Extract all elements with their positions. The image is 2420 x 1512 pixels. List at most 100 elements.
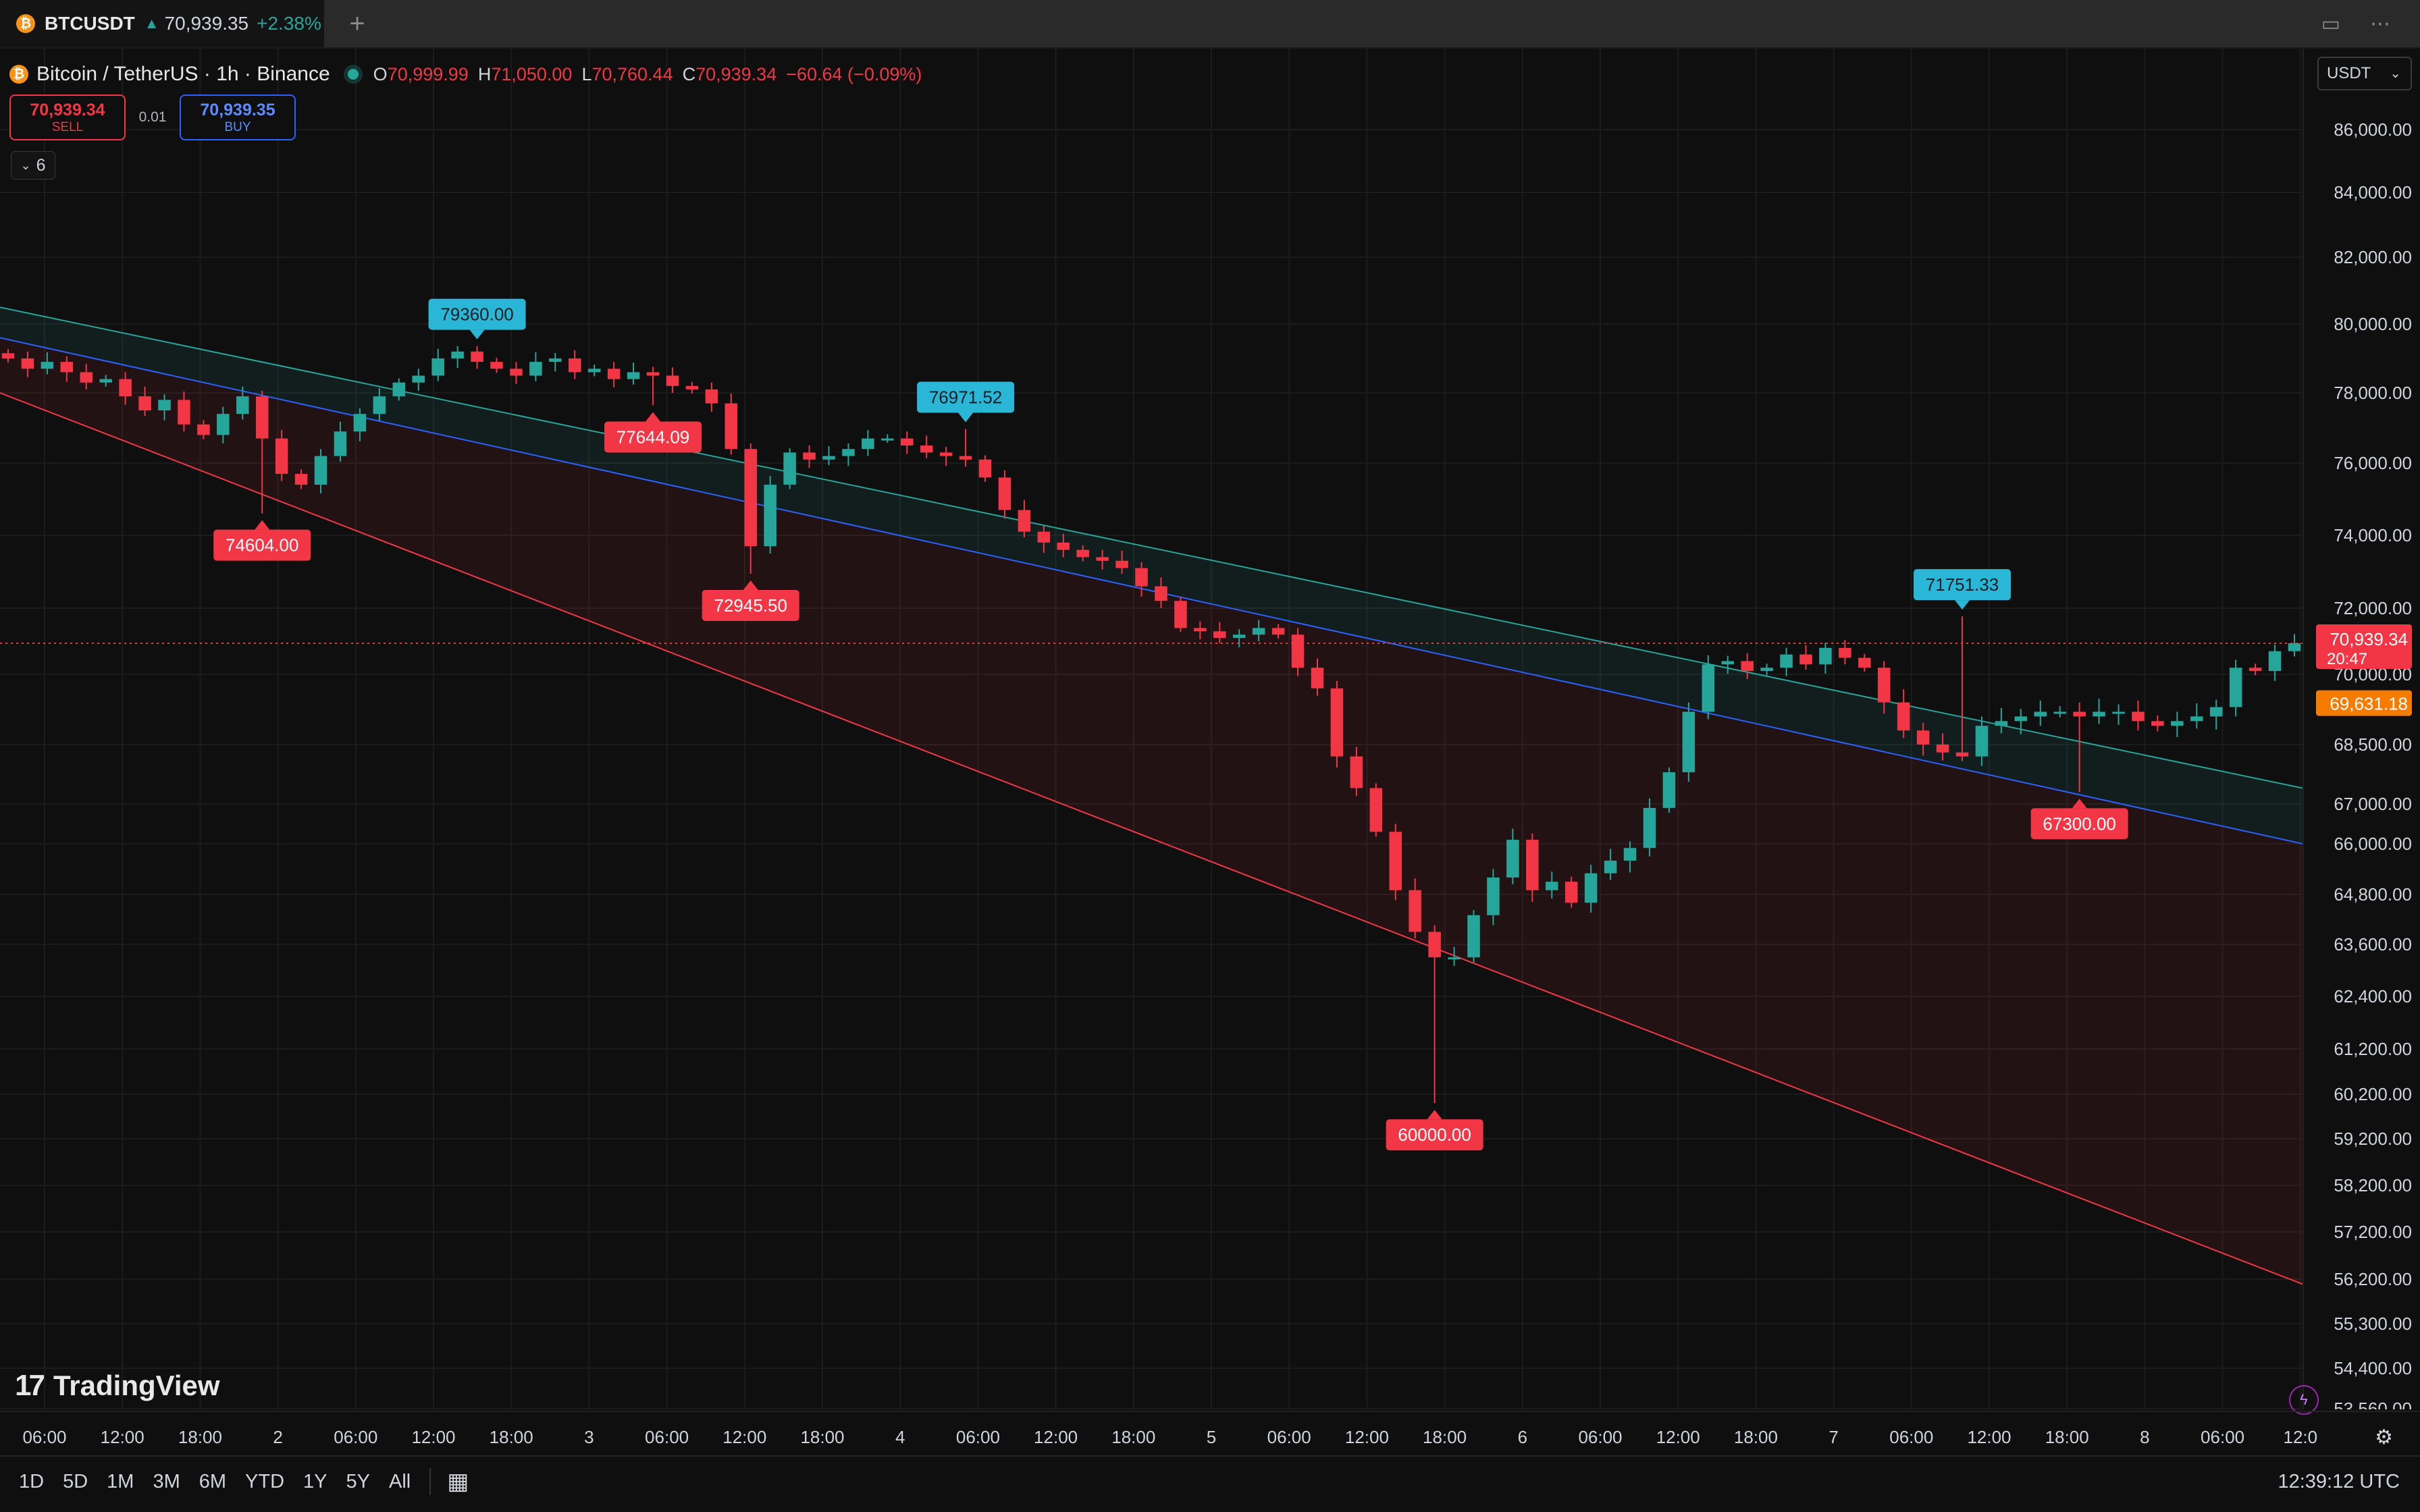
symbol-title[interactable]: Bitcoin / TetherUS · 1h · Binance <box>36 63 330 85</box>
range-5y[interactable]: 5Y <box>346 1470 371 1492</box>
price-tick-label: 60,200.00 <box>2334 1084 2412 1104</box>
candle <box>1428 925 1441 1104</box>
candle <box>587 364 601 377</box>
candle <box>21 351 34 377</box>
candle <box>1271 624 1285 639</box>
candle-body <box>959 456 972 460</box>
label-pointer <box>958 412 974 423</box>
price-tick-label: 76,000.00 <box>2334 453 2412 473</box>
price-tick-label: 68,500.00 <box>2334 734 2412 755</box>
range-1d[interactable]: 1D <box>19 1470 45 1492</box>
candle <box>41 352 54 375</box>
candle <box>158 394 171 421</box>
candle-body <box>569 358 581 373</box>
price-chart[interactable]: 79360.00 77644.09 74604.00 76971.52 72945.50… <box>0 49 2303 1409</box>
candle-body <box>1330 688 1344 757</box>
candle <box>1526 833 1539 902</box>
buy-button[interactable]: 70,939.35 BUY <box>180 94 296 140</box>
currency-select[interactable]: USDT ⌄ <box>2317 57 2412 90</box>
candle-body <box>549 358 562 362</box>
candle <box>275 430 288 481</box>
candle <box>1897 689 1910 738</box>
candle-body <box>1799 654 1812 665</box>
candle-body <box>60 362 74 373</box>
candle-countdown: 20:47 <box>2327 650 2367 668</box>
chart-tab[interactable]: ₿ BTCUSDT ▲ 70,939.35 +2.38% <box>0 0 324 47</box>
candle <box>862 430 874 456</box>
layout-icon[interactable]: ▭ <box>2321 12 2340 35</box>
indicators-toggle[interactable]: ⌄ 6 <box>11 151 55 180</box>
price-axis[interactable]: 86,000.00 84,000.00 82,000.00 80,000.00 78,0… <box>2303 49 2420 1409</box>
candle-body <box>431 358 444 376</box>
range-ytd[interactable]: YTD <box>245 1470 285 1492</box>
candle-body <box>255 396 269 439</box>
candle <box>1877 661 1891 714</box>
label-box <box>213 529 311 561</box>
chart-legend: ₿ Bitcoin / TetherUS · 1h · Binance O 70… <box>9 58 931 90</box>
range-all[interactable]: All <box>389 1470 411 1492</box>
candle-body <box>1702 664 1715 712</box>
candle <box>1975 716 1989 766</box>
label-pointer <box>743 580 758 590</box>
secondary-price-text: 69,631.18 <box>2330 694 2408 714</box>
candle-body <box>2190 716 2203 722</box>
candle <box>1467 910 1480 963</box>
candle-body <box>1643 807 1656 848</box>
label-text: 67300.00 <box>2043 813 2115 834</box>
more-icon[interactable]: ⋯ <box>2370 12 2390 35</box>
range-1y[interactable]: 1Y <box>303 1470 327 1492</box>
candle <box>1936 733 1949 761</box>
candle <box>1194 621 1207 640</box>
range-1m[interactable]: 1M <box>107 1470 134 1492</box>
sell-button[interactable]: 70,939.34 SELL <box>9 94 126 140</box>
candle <box>2034 700 2047 726</box>
candle <box>549 352 562 372</box>
candle-body <box>1057 542 1070 550</box>
new-tab-button[interactable]: + <box>349 9 365 38</box>
candle <box>314 449 327 493</box>
candle-body <box>1448 957 1461 960</box>
candle-body <box>2132 711 2145 722</box>
candle-body <box>1115 560 1128 568</box>
secondary-price-marker: 69,631.18 <box>2316 690 2412 716</box>
label-pointer <box>469 329 485 340</box>
price-tick-label: 84,000.00 <box>2334 182 2412 202</box>
channel-middle-line <box>0 337 2303 844</box>
price-tick-label: 58,200.00 <box>2334 1175 2412 1195</box>
price-tick-label: 57,200.00 <box>2334 1222 2412 1242</box>
lightning-icon[interactable]: ϟ <box>2289 1385 2319 1415</box>
candle-body <box>471 351 483 362</box>
candle-body <box>1 353 15 358</box>
candle-body <box>1037 531 1051 543</box>
candle-body <box>21 358 34 369</box>
tradingview-logo[interactable]: 17 TradingView <box>15 1369 220 1403</box>
time-axis[interactable]: 06:00 12:00 18:00 2 06:00 12:00 18:00 3 06:00 12:… <box>0 1411 2420 1455</box>
candle <box>881 434 894 443</box>
candle <box>99 375 112 387</box>
candle-body <box>1018 510 1031 532</box>
label-text: 77644.09 <box>616 427 689 448</box>
label-box <box>702 589 799 621</box>
calendar-icon[interactable]: ▦ <box>447 1469 469 1494</box>
candle-body <box>1682 711 1695 773</box>
close-value: 70,939.34 <box>695 63 777 84</box>
channel-lower-line <box>0 392 2303 1285</box>
candle-body <box>1350 756 1363 788</box>
candle-body <box>627 372 640 379</box>
candle-body <box>1506 840 1519 878</box>
candle <box>1623 841 1637 873</box>
range-6m[interactable]: 6M <box>199 1470 227 1492</box>
range-3m[interactable]: 3M <box>153 1470 180 1492</box>
candle <box>255 390 269 514</box>
candle-body <box>1623 848 1637 861</box>
candle <box>1389 824 1402 900</box>
candle-body <box>2112 711 2125 714</box>
candle-body <box>1467 915 1480 958</box>
candle <box>1819 642 1832 674</box>
range-5d[interactable]: 5D <box>63 1470 88 1492</box>
settings-gear-icon[interactable]: ⚙ <box>2375 1426 2393 1449</box>
candle <box>2248 664 2262 676</box>
utc-clock[interactable]: 12:39:12 UTC <box>2278 1471 2400 1492</box>
candle <box>353 408 367 441</box>
